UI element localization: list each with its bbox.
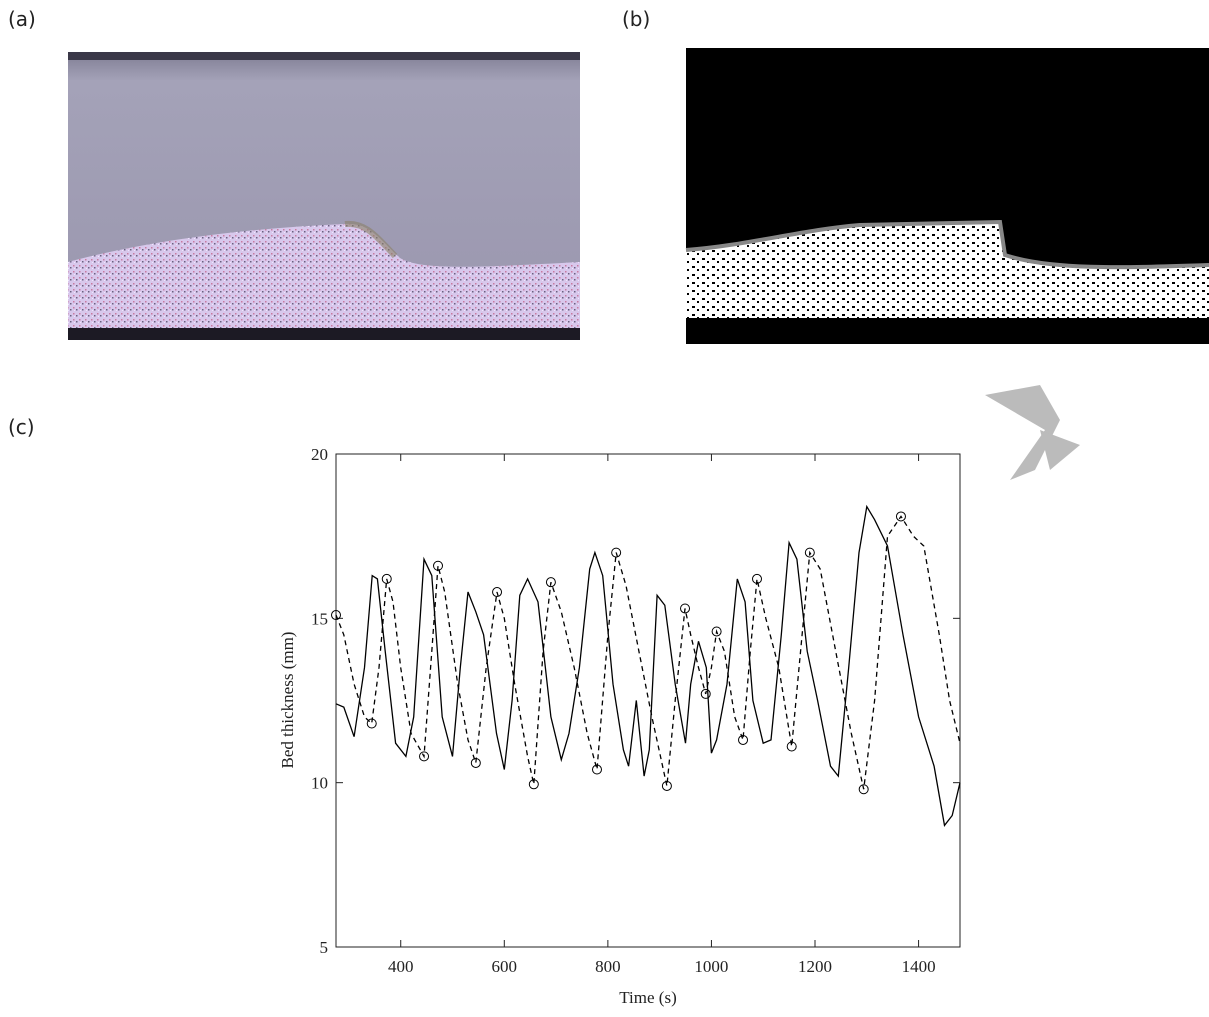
- data-line: [335, 515, 961, 790]
- extremum-marker: [738, 734, 749, 745]
- plot-frame: [335, 453, 961, 948]
- y-tick-label: 15: [311, 609, 328, 628]
- x-tick-label: 1000: [694, 957, 728, 976]
- watermark: [985, 385, 1080, 480]
- y-tick-label: 10: [311, 774, 328, 793]
- extremum-marker: [331, 610, 341, 621]
- x-axis-label: Time (s): [619, 988, 676, 1007]
- x-tick-label: 1200: [798, 957, 832, 976]
- extremum-marker: [711, 626, 722, 637]
- extremum-marker: [433, 560, 444, 571]
- extremum-marker: [611, 547, 622, 558]
- photo: [68, 52, 580, 340]
- extremum-marker: [470, 757, 481, 768]
- y-axis-label: Bed thickness (mm): [278, 632, 297, 769]
- data-line: [335, 504, 961, 827]
- panel-label: (b): [622, 7, 650, 31]
- extremum-marker: [786, 741, 797, 752]
- x-tick-label: 800: [595, 957, 621, 976]
- extremum-marker: [545, 577, 556, 588]
- extremum-marker: [804, 547, 815, 558]
- extremum-marker: [492, 587, 503, 598]
- extremum-marker: [419, 751, 430, 762]
- y-tick-label: 20: [311, 445, 328, 464]
- binary-image: [685, 48, 1209, 344]
- x-tick-label: 600: [492, 957, 518, 976]
- extremum-marker: [700, 688, 711, 699]
- extremum-marker: [591, 764, 602, 775]
- extremum-marker: [895, 511, 906, 522]
- panel-label: (a): [8, 7, 36, 31]
- extremum-marker: [381, 573, 392, 584]
- y-tick-label: 5: [320, 938, 329, 957]
- x-tick-label: 1400: [902, 957, 936, 976]
- extremum-marker: [366, 718, 377, 729]
- extremum-marker: [752, 573, 763, 584]
- panel-label: (c): [8, 415, 35, 439]
- x-tick-label: 400: [388, 957, 414, 976]
- extremum-marker: [661, 780, 672, 791]
- extremum-marker: [528, 779, 539, 790]
- extremum-marker: [858, 784, 869, 795]
- extremum-marker: [680, 603, 691, 614]
